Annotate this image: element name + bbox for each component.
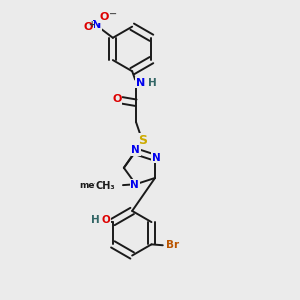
Text: O: O — [112, 94, 122, 104]
Text: methyl: methyl — [80, 181, 115, 190]
Text: Br: Br — [166, 240, 179, 250]
Text: N: N — [131, 145, 140, 155]
Text: H: H — [91, 215, 100, 225]
Text: O: O — [83, 22, 93, 32]
Text: H: H — [148, 77, 156, 88]
Text: S: S — [138, 134, 147, 147]
Text: O: O — [102, 215, 111, 225]
Text: O: O — [99, 12, 109, 22]
Text: N: N — [152, 153, 161, 163]
Text: CH₃: CH₃ — [95, 181, 115, 191]
Text: N: N — [130, 180, 139, 190]
Text: N: N — [92, 20, 101, 30]
Text: +: + — [88, 20, 94, 28]
Text: −: − — [109, 9, 117, 19]
Text: N: N — [136, 77, 145, 88]
